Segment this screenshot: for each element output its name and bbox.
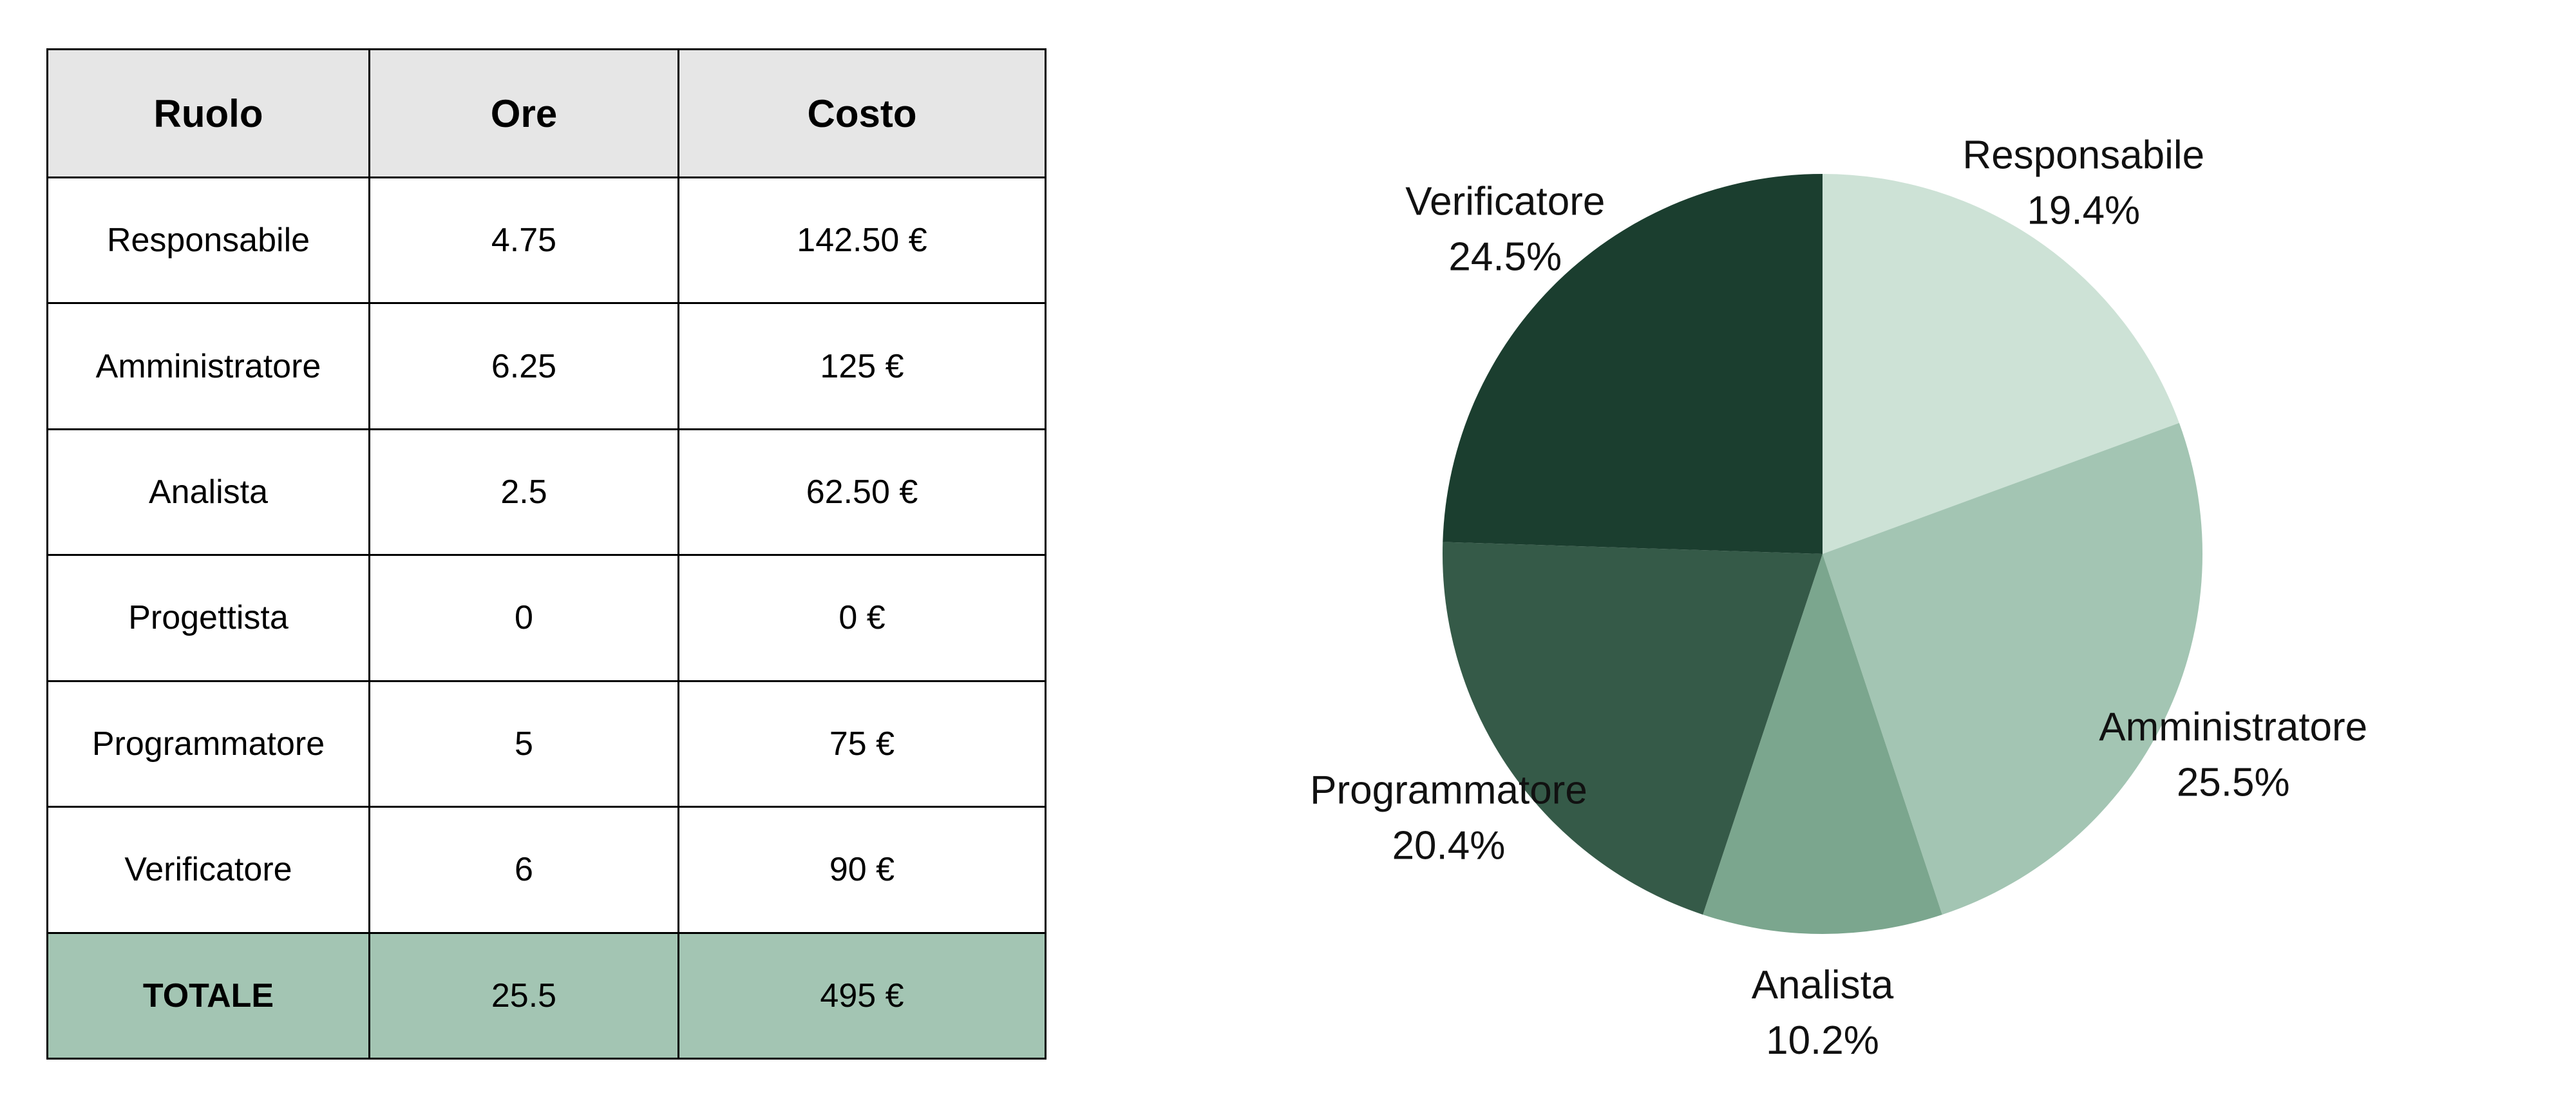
pie-percent-label: 25.5% xyxy=(2177,760,2290,805)
cell-role: Progettista xyxy=(46,554,370,682)
cell-role: Verificatore xyxy=(46,806,370,934)
pie-category-label: Amministratore xyxy=(2099,705,2367,749)
table-row: Verificatore 6 90 € xyxy=(46,806,1046,934)
cell-cost: 90 € xyxy=(677,806,1046,934)
total-hours: 25.5 xyxy=(368,931,679,1060)
cell-cost: 62.50 € xyxy=(677,428,1046,557)
table-total-row: TOTALE 25.5 495 € xyxy=(46,931,1046,1060)
header-hours: Ore xyxy=(368,48,679,178)
pie-percent-label: 19.4% xyxy=(2027,188,2140,233)
pie-slice-amministratore xyxy=(1823,423,2202,915)
pie-category-label: Responsabile xyxy=(1962,133,2204,177)
pie-percent-label: 20.4% xyxy=(1392,823,1506,868)
header-cost: Costo xyxy=(677,48,1046,178)
cell-cost: 0 € xyxy=(677,554,1046,682)
pie-labels: Responsabile 19.4% Amministratore 25.5% Anal… xyxy=(1310,133,2367,1063)
pie-slice-analista xyxy=(1703,554,1942,934)
pie-label-responsabile: Responsabile 19.4% xyxy=(1962,133,2204,233)
pie-label-programmatore: Programmatore 20.4% xyxy=(1310,768,1587,868)
pie-chart: Responsabile 19.4% Amministratore 25.5% Anal… xyxy=(1310,133,2367,1063)
cell-role: Programmatore xyxy=(46,680,370,808)
cell-cost: 75 € xyxy=(677,680,1046,808)
pie-percent-label: 24.5% xyxy=(1448,235,1562,280)
cell-hours: 6 xyxy=(368,806,679,934)
cell-hours: 2.5 xyxy=(368,428,679,557)
table-row: Progettista 0 0 € xyxy=(46,554,1046,682)
cell-role: Responsabile xyxy=(46,176,370,305)
cell-cost: 125 € xyxy=(677,302,1046,430)
pie-slice-responsabile xyxy=(1823,174,2179,554)
total-role: TOTALE xyxy=(46,931,370,1060)
pie-slice-verificatore xyxy=(1443,174,1823,554)
table-row: Amministratore 6.25 125 € xyxy=(46,302,1046,430)
header-role: Ruolo xyxy=(46,48,370,178)
table-row: Responsabile 4.75 142.50 € xyxy=(46,176,1046,305)
total-cost: 495 € xyxy=(677,931,1046,1060)
cost-table-container: Ruolo Ore Costo Responsabile 4.75 142.50… xyxy=(46,48,1046,1060)
pie-label-amministratore: Amministratore 25.5% xyxy=(2099,705,2367,805)
pie-label-verificatore: Verificatore 24.5% xyxy=(1405,180,1605,280)
table-header-row: Ruolo Ore Costo xyxy=(46,48,1046,178)
pie-category-label: Programmatore xyxy=(1310,768,1587,812)
pie-label-analista: Analista 10.2% xyxy=(1752,963,1894,1063)
cell-cost: 142.50 € xyxy=(677,176,1046,305)
pie-slice-programmatore xyxy=(1443,542,1823,915)
pie-percent-label: 10.2% xyxy=(1766,1018,1879,1063)
cell-role: Analista xyxy=(46,428,370,557)
cell-hours: 4.75 xyxy=(368,176,679,305)
pie-category-label: Analista xyxy=(1752,963,1894,1007)
cell-role: Amministratore xyxy=(46,302,370,430)
cell-hours: 6.25 xyxy=(368,302,679,430)
pie-slices xyxy=(1443,174,2202,934)
cell-hours: 5 xyxy=(368,680,679,808)
cost-table: Ruolo Ore Costo Responsabile 4.75 142.50… xyxy=(46,48,1046,1060)
table-row: Programmatore 5 75 € xyxy=(46,680,1046,808)
cell-hours: 0 xyxy=(368,554,679,682)
table-row: Analista 2.5 62.50 € xyxy=(46,428,1046,557)
pie-category-label: Verificatore xyxy=(1405,180,1605,224)
